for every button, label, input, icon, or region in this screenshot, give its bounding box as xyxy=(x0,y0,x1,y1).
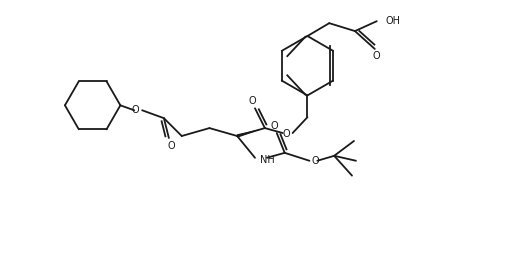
Polygon shape xyxy=(237,128,265,138)
Text: O: O xyxy=(283,129,291,139)
Text: O: O xyxy=(271,121,278,131)
Text: O: O xyxy=(132,105,139,115)
Text: OH: OH xyxy=(386,16,401,26)
Text: NH: NH xyxy=(260,155,275,165)
Text: O: O xyxy=(248,96,256,106)
Text: O: O xyxy=(373,51,380,61)
Text: O: O xyxy=(167,141,175,151)
Text: O: O xyxy=(311,156,319,166)
